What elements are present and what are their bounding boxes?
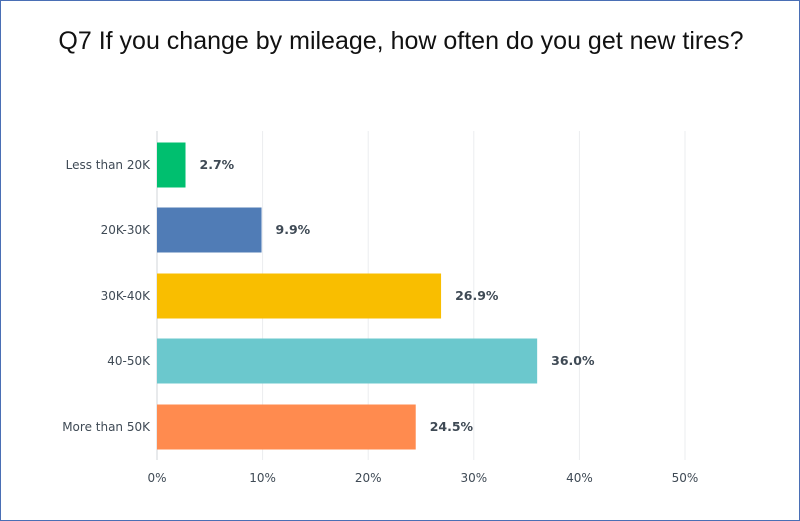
data-label: 9.9%: [276, 222, 311, 237]
data-label: 26.9%: [455, 288, 499, 303]
category-label: 30K-40K: [101, 289, 151, 303]
x-tick-label: 40%: [566, 471, 593, 485]
category-label: More than 50K: [62, 420, 151, 434]
data-label: 36.0%: [551, 353, 595, 368]
category-label: Less than 20K: [66, 158, 152, 172]
x-tick-label: 50%: [672, 471, 699, 485]
data-label: 2.7%: [200, 157, 235, 172]
category-label: 20K-30K: [101, 223, 151, 237]
x-tick-label: 30%: [460, 471, 487, 485]
chart-title: Q7 If you change by mileage, how often d…: [58, 27, 744, 55]
bar: [157, 207, 262, 253]
bar: [157, 404, 416, 450]
data-label: 24.5%: [430, 419, 474, 434]
x-tick-label: 0%: [147, 471, 166, 485]
category-label: 40-50K: [107, 354, 151, 368]
x-tick-label: 10%: [249, 471, 276, 485]
bar: [157, 142, 186, 188]
x-tick-label: 20%: [355, 471, 382, 485]
bar: [157, 273, 442, 319]
bar: [157, 338, 538, 384]
